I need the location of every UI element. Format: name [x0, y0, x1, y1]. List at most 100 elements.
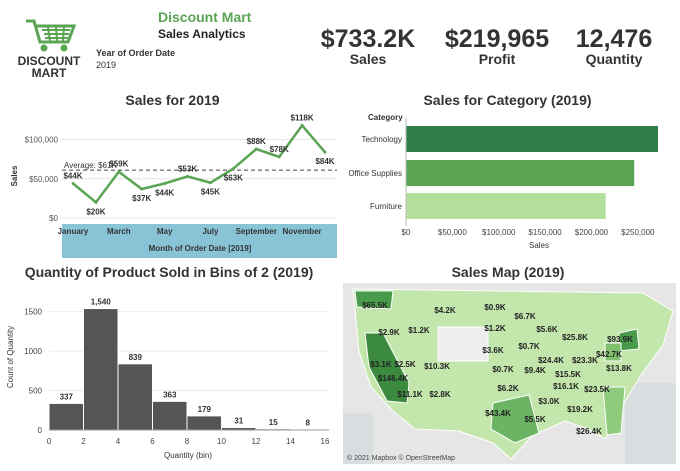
hist-data-label: 363: [163, 390, 177, 399]
hist-bar[interactable]: [117, 363, 153, 431]
state-sales-label: $3.0K: [538, 397, 560, 406]
sales-data-label: $88K: [247, 137, 266, 146]
hist-data-label: 1,540: [91, 298, 112, 307]
sales-point[interactable]: [140, 187, 144, 191]
sales-point[interactable]: [254, 147, 258, 151]
hist-y-tick: 1000: [24, 347, 42, 356]
hist-x-tick: 8: [185, 437, 190, 446]
kpi-profit-value: $219,965: [444, 25, 550, 53]
kpi-sales-label: Sales: [349, 51, 387, 67]
state-sales-label: $23.3K: [572, 356, 598, 365]
hist-data-label: 15: [269, 418, 278, 427]
category-x-tick: $150,000: [528, 228, 562, 237]
category-label: Furniture: [370, 202, 403, 211]
hist-bar[interactable]: [83, 308, 119, 431]
sales-point[interactable]: [71, 182, 75, 186]
logo-text-line1: DISCOUNT: [17, 54, 81, 68]
logo-text-line2: MART: [31, 66, 67, 80]
average-label: Average: $61K: [64, 161, 117, 170]
category-bar[interactable]: [406, 193, 606, 219]
state-sales-label: $3.6K: [482, 346, 504, 355]
category-x-tick: $0: [402, 228, 411, 237]
state-sales-label: $0.9K: [484, 303, 506, 312]
state-sales-label: $25.8K: [562, 333, 588, 342]
category-bar[interactable]: [406, 160, 635, 186]
state-sales-label: $9.4K: [524, 366, 546, 375]
state-sales-label: $1.2K: [484, 324, 506, 333]
state-sales-label: $6.7K: [514, 312, 536, 321]
sales-point[interactable]: [277, 155, 281, 159]
shopping-cart-icon: [26, 19, 77, 52]
year-filter-value[interactable]: 2019: [96, 60, 117, 70]
category-chart[interactable]: Category Technology Office Supplies Furnit…: [340, 108, 675, 258]
state-sales-label: $10.3K: [424, 362, 450, 371]
state-sales-label: $24.4K: [538, 356, 564, 365]
month-tick-label: July: [202, 227, 219, 236]
year-filter-label: Year of Order Date: [96, 48, 176, 58]
sales-point[interactable]: [300, 123, 304, 127]
category-bar[interactable]: [406, 126, 658, 152]
state-sales-label: $15.5K: [555, 370, 581, 379]
sales-data-label: $59K: [109, 160, 128, 169]
map-attribution[interactable]: © 2021 Mapbox © OpenStreetMap: [347, 454, 455, 462]
sales-point[interactable]: [208, 181, 212, 185]
category-x-tick: $250,000: [621, 228, 655, 237]
hist-x-tick: 16: [321, 437, 330, 446]
hist-data-label: 839: [129, 353, 143, 362]
sales-point[interactable]: [186, 174, 190, 178]
kpi-sales-value: $733.2K: [320, 25, 416, 53]
state-sales-label: $6.2K: [497, 384, 519, 393]
category-x-tick: $100,000: [482, 228, 516, 237]
sales-map[interactable]: $65.5K $4.2K $0.9K $6.7K $2.9K $1.2K $1.2K $5.6…: [343, 283, 676, 464]
hist-data-label: 179: [198, 405, 212, 414]
dashboard-title: Discount Mart: [158, 9, 252, 25]
state-sales-label: $11.1K: [397, 390, 423, 399]
sales-trend-chart[interactable]: Sales $100,000 $50,000 $0 January March May J…: [0, 112, 340, 260]
sales-point[interactable]: [117, 170, 121, 174]
month-tick-label: November: [283, 227, 322, 236]
hist-y-tick: 0: [38, 426, 43, 435]
hist-bar[interactable]: [186, 415, 222, 431]
state-sales-label: $4.2K: [434, 306, 456, 315]
state-sales-label: $42.7K: [596, 350, 622, 359]
month-tick-label: January: [58, 227, 89, 236]
sales-data-label: $84K: [315, 157, 334, 166]
sales-point[interactable]: [323, 150, 327, 154]
hist-x-tick: 2: [81, 437, 86, 446]
category-x-tick: $50,000: [438, 228, 467, 237]
hist-x-tick: 0: [47, 437, 52, 446]
category-chart-title: Sales for Category (2019): [423, 92, 592, 108]
state-sales-label: $0.7K: [518, 342, 540, 351]
category-header: Category: [368, 113, 403, 122]
quantity-histogram[interactable]: Count of Quantity 1500 1000 500 0 337 1,540 8…: [0, 282, 340, 467]
sales-data-label: $78K: [270, 145, 289, 154]
state-sales-label: $1.2K: [408, 326, 430, 335]
sales-point[interactable]: [94, 200, 98, 204]
y-tick-label: $50,000: [29, 175, 58, 184]
hist-x-tick: 14: [286, 437, 295, 446]
sales-map-title: Sales Map (2019): [451, 264, 565, 280]
hist-data-label: 31: [234, 417, 243, 426]
kpi-profit-label: Profit: [478, 51, 516, 67]
category-x-tick: $200,000: [575, 228, 609, 237]
sales-data-label: $45K: [201, 188, 220, 197]
hist-bar[interactable]: [48, 402, 84, 431]
state-sales-label: $5.5K: [524, 415, 546, 424]
sales-data-label: $53K: [178, 164, 197, 173]
month-axis-band: [62, 224, 337, 258]
kpi-quantity-value: 12,476: [575, 25, 653, 53]
hist-y-tick: 1500: [24, 308, 42, 317]
sales-data-label: $20K: [86, 207, 105, 216]
month-tick-label: May: [157, 227, 173, 236]
sales-data-label: $37K: [132, 194, 151, 203]
sales-point[interactable]: [231, 167, 235, 171]
state-sales-label: $146.4K: [378, 374, 408, 383]
category-label: Technology: [362, 135, 402, 144]
histogram-title: Quantity of Product Sold in Bins of 2 (2…: [24, 264, 314, 280]
hist-bar[interactable]: [152, 400, 188, 431]
state-sales-label: $65.5K: [362, 301, 388, 310]
sales-point[interactable]: [163, 182, 167, 186]
state-sales-label: $93.9K: [607, 335, 633, 344]
sales-line: [72, 123, 326, 205]
sales-trend-title: Sales for 2019: [125, 92, 220, 108]
